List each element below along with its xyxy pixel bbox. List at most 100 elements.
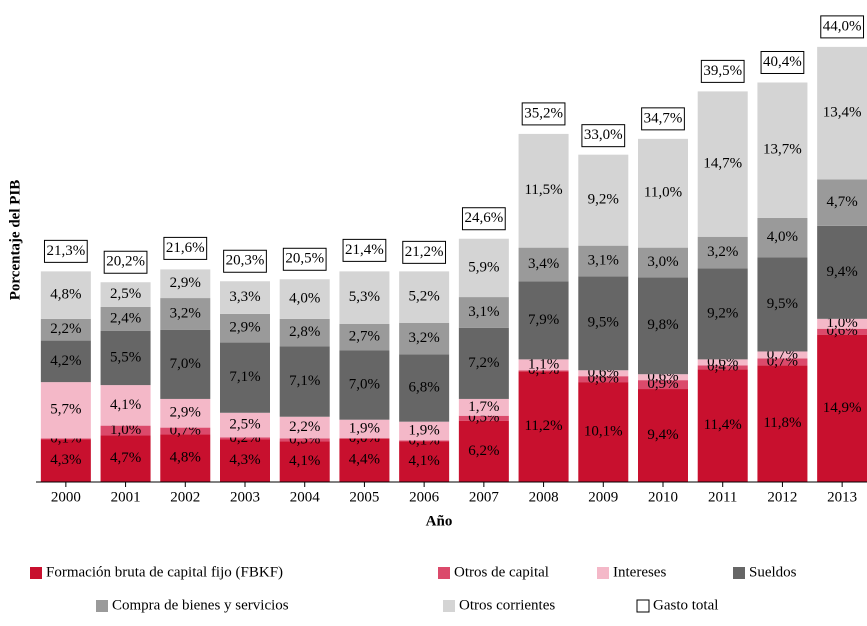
value-label: 9,8%: [647, 317, 678, 333]
value-label: 4,8%: [170, 450, 201, 466]
value-label: 5,9%: [468, 259, 499, 275]
legend-label: Formación bruta de capital fijo (FBKF): [46, 564, 283, 580]
bar-segment: [757, 358, 808, 366]
bar-segment: [697, 268, 748, 360]
total-box: [820, 15, 865, 39]
bar-segment: [160, 427, 211, 435]
value-label: 9,2%: [588, 192, 619, 208]
value-label: 5,5%: [110, 349, 141, 365]
bar-segment: [458, 420, 509, 482]
legend-label: Gasto total: [653, 597, 718, 613]
total-box: [103, 250, 148, 274]
value-label: 5,2%: [409, 289, 440, 305]
bar-segment: [220, 281, 270, 314]
value-label: 4,3%: [50, 452, 81, 468]
value-label: 11,4%: [704, 417, 742, 433]
bar-segment: [757, 217, 808, 258]
total-box: [163, 236, 208, 260]
total-box: [521, 102, 566, 126]
value-label: 1,9%: [409, 423, 440, 439]
legend-swatch: [597, 567, 609, 579]
legend-swatch: [733, 567, 745, 579]
value-label: 1,0%: [827, 315, 858, 331]
bar-segment: [100, 282, 151, 307]
total-box: [43, 239, 88, 263]
total-label: 44,0%: [823, 18, 862, 34]
bar-segment: [757, 365, 808, 482]
value-label: 14,7%: [703, 156, 742, 172]
bar-segment: [100, 425, 151, 436]
value-label: 3,2%: [707, 244, 738, 260]
value-label: 4,2%: [50, 353, 81, 369]
value-label: 3,3%: [229, 289, 260, 305]
bar-segment: [339, 323, 390, 351]
value-label: 3,2%: [170, 305, 201, 321]
value-label: 3,4%: [528, 256, 559, 272]
value-label: 3,0%: [647, 254, 678, 270]
legend-label: Intereses: [613, 564, 666, 580]
x-tick-label: 2008: [529, 489, 559, 505]
bar-segment: [458, 327, 509, 399]
value-label: 7,2%: [468, 355, 499, 371]
value-label: 4,3%: [229, 452, 260, 468]
bar-segment: [279, 438, 330, 442]
bar-segment: [220, 313, 270, 343]
bar-segment: [100, 385, 151, 426]
bar-segment: [518, 281, 569, 360]
value-label: 9,4%: [827, 264, 858, 280]
bar-segment: [279, 346, 330, 417]
x-tick-label: 2009: [588, 489, 618, 505]
value-label: 13,7%: [763, 142, 802, 158]
legend-swatch: [636, 599, 650, 613]
bar-segment: [339, 438, 390, 482]
value-label: 4,1%: [110, 397, 141, 413]
bar-segment: [220, 342, 270, 413]
total-label: 21,2%: [405, 244, 444, 260]
x-tick-label: 2010: [648, 489, 678, 505]
bar-segment: [697, 359, 748, 366]
value-label: 4,0%: [767, 229, 798, 245]
total-label: 24,6%: [464, 210, 503, 226]
bar-segment: [339, 419, 390, 439]
bar-segment: [638, 277, 688, 375]
bar-segment: [40, 271, 91, 319]
x-tick-label: 2013: [827, 489, 857, 505]
bar-segment: [399, 440, 450, 442]
total-label: 20,5%: [285, 251, 324, 267]
total-label: 21,4%: [345, 242, 384, 258]
bar-segment: [458, 415, 509, 421]
legend-swatch: [438, 567, 450, 579]
bar-segment: [578, 276, 629, 371]
bar-segment: [578, 245, 629, 277]
value-label: 10,1%: [584, 423, 623, 439]
x-tick-label: 2012: [767, 489, 797, 505]
value-label: 2,7%: [349, 329, 380, 345]
total-label: 39,5%: [703, 63, 742, 79]
value-label: 9,5%: [588, 315, 619, 331]
value-label: 14,9%: [823, 400, 862, 416]
bar-segment: [220, 412, 270, 438]
bar-segment: [817, 46, 867, 180]
x-tick-label: 2000: [51, 489, 81, 505]
bar-segment: [578, 154, 629, 246]
value-label: 2,9%: [170, 275, 201, 291]
bar-segment: [578, 376, 629, 383]
bar-segment: [817, 225, 867, 319]
value-label: 2,5%: [229, 417, 260, 433]
bar-segment: [757, 351, 808, 359]
total-label: 40,4%: [763, 54, 802, 70]
value-label: 1,1%: [528, 356, 559, 372]
value-label: 3,1%: [468, 304, 499, 320]
bar-segment: [697, 236, 748, 269]
total-box: [282, 247, 327, 271]
x-axis-label: Año: [426, 513, 453, 529]
value-label: 7,9%: [528, 312, 559, 328]
x-tick-label: 2001: [111, 489, 141, 505]
value-label: 6,2%: [468, 443, 499, 459]
total-box: [700, 59, 745, 83]
value-label: 5,3%: [349, 289, 380, 305]
bar-segment: [279, 441, 330, 482]
value-label: 11,8%: [763, 415, 801, 431]
